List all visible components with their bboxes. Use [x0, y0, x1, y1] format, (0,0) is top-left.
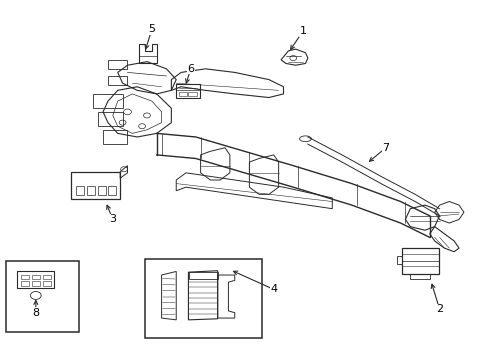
Bar — [87, 186, 95, 195]
Text: 4: 4 — [270, 284, 277, 294]
Bar — [144, 259, 261, 338]
Bar — [178, 92, 187, 96]
Bar — [32, 281, 40, 286]
Bar — [188, 92, 197, 96]
Bar — [176, 84, 199, 98]
Bar — [396, 256, 402, 264]
Bar — [98, 186, 105, 195]
Bar — [409, 274, 429, 279]
Bar — [32, 275, 40, 279]
Bar — [76, 186, 84, 195]
Bar — [189, 272, 217, 279]
Bar — [42, 281, 51, 286]
Text: 5: 5 — [148, 24, 155, 35]
Text: 8: 8 — [32, 308, 40, 318]
Bar — [71, 172, 120, 199]
Bar — [21, 275, 29, 279]
Bar — [108, 60, 127, 69]
Bar — [42, 275, 51, 279]
Text: 7: 7 — [382, 143, 388, 153]
Bar — [108, 186, 116, 195]
Bar — [108, 76, 127, 85]
Bar — [17, 271, 54, 288]
Text: 3: 3 — [109, 215, 116, 224]
Bar — [5, 261, 79, 332]
Bar — [401, 248, 438, 274]
Text: 2: 2 — [435, 304, 442, 314]
Text: 6: 6 — [187, 64, 194, 74]
Text: 1: 1 — [299, 26, 306, 36]
Bar — [21, 281, 29, 286]
